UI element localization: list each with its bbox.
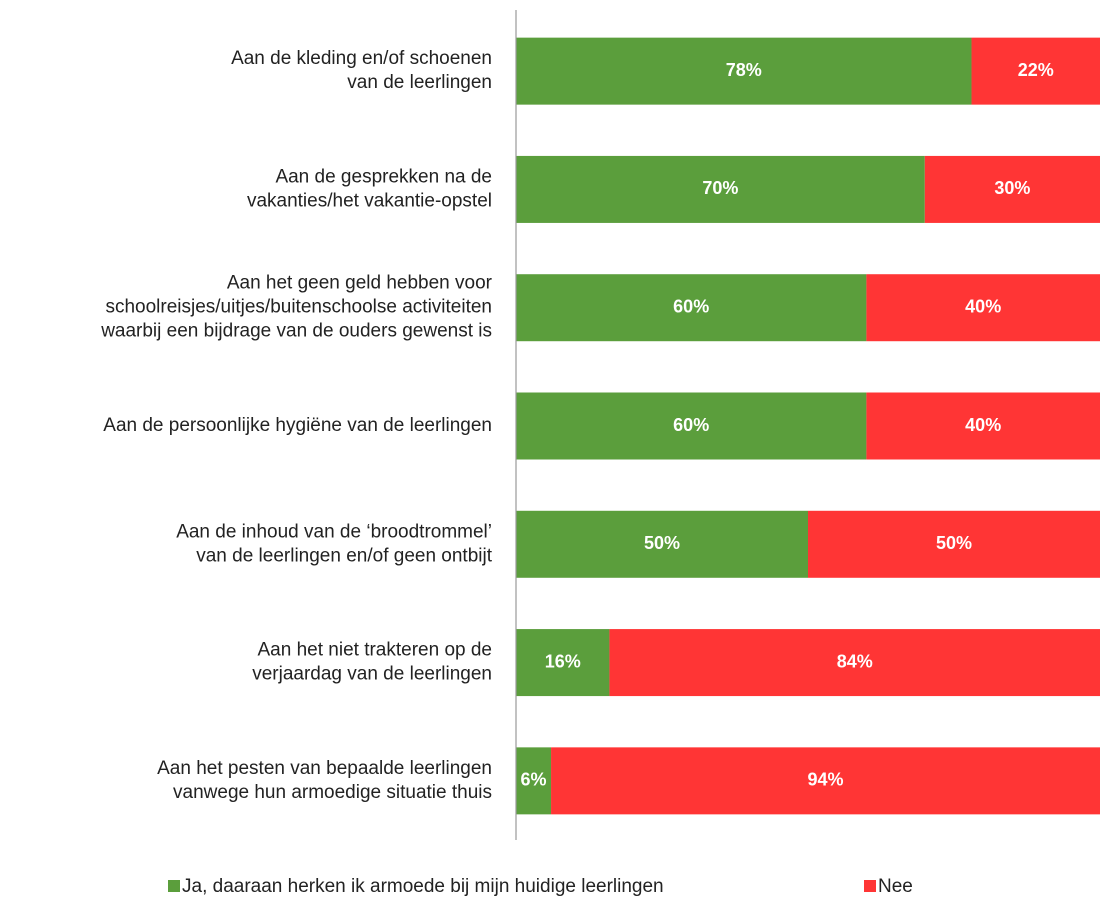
value-label: 6%	[521, 770, 547, 790]
category-label: schoolreisjes/uitjes/buitenschoolse acti…	[105, 297, 492, 318]
value-label: 16%	[545, 651, 581, 671]
category-label: van de leerlingen	[347, 72, 492, 93]
category-label: vakanties/het vakantie-opstel	[247, 190, 492, 211]
value-label: 22%	[1018, 60, 1054, 80]
value-label: 78%	[726, 60, 762, 80]
bar-segment	[808, 510, 1100, 578]
category-label: Aan de kleding en/of schoenen	[231, 48, 492, 69]
category-label: Aan het pesten van bepaalde leerlingen	[157, 758, 492, 779]
category-label: vanwege hun armoedige situatie thuis	[173, 782, 492, 803]
value-label: 30%	[994, 178, 1030, 198]
value-label: 60%	[673, 296, 709, 316]
legend-label: Ja, daaraan herken ik armoede bij mijn h…	[182, 876, 664, 897]
bar-segment	[516, 510, 808, 578]
value-label: 94%	[808, 770, 844, 790]
bar-segment	[609, 629, 1100, 697]
bar-segment	[516, 37, 972, 105]
bar-segment	[516, 155, 925, 223]
bar-segment	[924, 155, 1100, 223]
legend-label: Nee	[878, 876, 913, 897]
bar-segment	[971, 37, 1100, 105]
bar-segment	[866, 392, 1100, 460]
category-label: van de leerlingen en/of geen ontbijt	[196, 545, 493, 566]
category-label: Aan het geen geld hebben voor	[227, 273, 493, 294]
category-label: Aan het niet trakteren op de	[258, 640, 493, 661]
value-label: 60%	[673, 415, 709, 435]
bar-segment	[866, 274, 1100, 342]
value-label: 50%	[644, 533, 680, 553]
bar-segment	[516, 274, 867, 342]
value-label: 70%	[702, 178, 738, 198]
value-label: 40%	[965, 296, 1001, 316]
category-label: Aan de persoonlijke hygiëne van de leerl…	[103, 415, 492, 436]
category-label: Aan de gesprekken na de	[275, 166, 492, 187]
bar-segment	[516, 629, 610, 697]
bar-segment	[516, 392, 867, 460]
category-label: Aan de inhoud van de ‘broodtrommel’	[176, 521, 492, 542]
bar-segment	[516, 747, 552, 815]
value-label: 50%	[936, 533, 972, 553]
legend-swatch	[864, 880, 876, 892]
category-label: verjaardag van de leerlingen	[252, 664, 492, 685]
value-label: 40%	[965, 415, 1001, 435]
value-label: 84%	[837, 651, 873, 671]
legend-swatch	[168, 880, 180, 892]
category-label: waarbij een bijdrage van de ouders gewen…	[100, 321, 492, 342]
bar-segment	[551, 747, 1100, 815]
